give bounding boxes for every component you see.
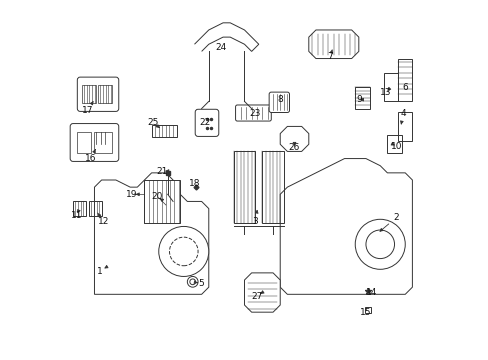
Bar [386, 135, 401, 153]
Polygon shape [94, 173, 208, 294]
Bar [262, 152, 283, 223]
Text: 6: 6 [402, 83, 407, 92]
Text: 15: 15 [360, 308, 371, 317]
Text: 24: 24 [215, 43, 226, 52]
Bar [354, 87, 369, 109]
FancyBboxPatch shape [77, 77, 119, 111]
Text: 3: 3 [252, 217, 258, 226]
Bar [151, 125, 176, 137]
Text: 23: 23 [249, 109, 261, 118]
Bar [144, 180, 180, 223]
Circle shape [354, 219, 405, 269]
FancyBboxPatch shape [268, 92, 289, 112]
Text: 17: 17 [81, 106, 93, 115]
FancyBboxPatch shape [70, 123, 119, 161]
Text: 13: 13 [379, 88, 390, 97]
Text: 16: 16 [85, 154, 97, 163]
Text: 19: 19 [126, 190, 138, 199]
Bar [89, 202, 102, 216]
Text: 1: 1 [97, 267, 102, 276]
Text: 12: 12 [98, 217, 109, 226]
FancyBboxPatch shape [195, 109, 218, 136]
Polygon shape [280, 126, 308, 152]
Polygon shape [244, 273, 280, 312]
Bar [383, 73, 397, 102]
Text: 14: 14 [365, 288, 376, 297]
Bar [94, 132, 112, 153]
Circle shape [187, 276, 198, 287]
Text: 10: 10 [390, 141, 401, 150]
Text: 8: 8 [277, 95, 283, 104]
Bar [77, 132, 91, 153]
Text: 26: 26 [288, 143, 300, 152]
Text: 7: 7 [326, 52, 332, 61]
Text: 21: 21 [156, 167, 168, 176]
Text: 4: 4 [400, 109, 406, 118]
Bar [365, 307, 370, 313]
Text: 25: 25 [147, 118, 159, 127]
Polygon shape [280, 158, 411, 294]
Bar [73, 202, 85, 216]
Text: 9: 9 [355, 95, 361, 104]
Text: 11: 11 [71, 211, 82, 220]
Circle shape [169, 237, 198, 266]
Text: 27: 27 [251, 292, 262, 301]
Circle shape [365, 230, 394, 258]
Circle shape [189, 279, 195, 285]
Bar [233, 152, 255, 223]
Circle shape [159, 226, 208, 276]
FancyBboxPatch shape [235, 105, 271, 121]
Text: 2: 2 [393, 213, 398, 222]
Bar [397, 112, 411, 141]
Bar [98, 85, 112, 103]
Bar [397, 59, 411, 102]
Text: 5: 5 [198, 279, 204, 288]
Text: 18: 18 [188, 179, 200, 188]
Bar [82, 85, 96, 103]
Text: 20: 20 [151, 192, 163, 201]
Polygon shape [308, 30, 358, 59]
Text: 22: 22 [199, 118, 210, 127]
